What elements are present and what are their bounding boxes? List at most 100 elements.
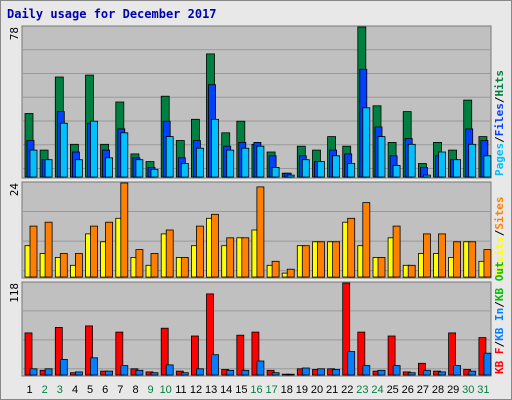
bar-kb_in-day-11: [180, 372, 189, 376]
bar-kb_in-day-8: [135, 369, 144, 376]
bar-kb_in-day-10: [165, 364, 174, 376]
day-label-17: 17: [265, 384, 277, 396]
bar-kb_in-day-21: [332, 369, 341, 376]
bar-pages-day-22: [347, 163, 356, 178]
bar-kb_in-day-13: [211, 354, 219, 376]
bar-pages-day-14: [226, 149, 235, 178]
bar-pages-day-20: [317, 161, 325, 178]
legend-separator: /: [493, 136, 506, 143]
legend-kb_in: KB In: [493, 308, 506, 341]
bar-kb_f-day-10: [160, 327, 169, 376]
day-label-26: 26: [402, 384, 414, 396]
legend-pages: Pages: [493, 143, 506, 176]
day-label-15: 15: [235, 384, 247, 396]
bar-sites-day-25: [392, 225, 401, 278]
bar-pages-day-25: [392, 165, 401, 178]
bar-sites-day-29: [453, 241, 462, 278]
bar-pages-day-4: [75, 159, 83, 178]
day-label-4: 4: [72, 384, 78, 396]
bar-pages-day-27: [422, 174, 431, 178]
day-label-12: 12: [190, 384, 202, 396]
legend-separator: /: [493, 229, 506, 236]
bar-sites-day-6: [105, 221, 113, 278]
bar-pages-day-8: [135, 159, 144, 178]
day-label-31: 31: [477, 384, 489, 396]
bar-kb_in-day-2: [44, 368, 53, 376]
bar-pages-day-15: [241, 147, 250, 178]
day-label-28: 28: [432, 384, 444, 396]
bar-pages-day-31: [483, 155, 492, 178]
legend-kb_out: KB Out: [493, 261, 506, 301]
bar-pages-day-1: [29, 149, 38, 178]
day-label-29: 29: [447, 384, 459, 396]
legend-kb_f: KB F: [493, 348, 506, 375]
bar-pages-day-13: [211, 118, 219, 178]
bar-sites-day-16: [256, 186, 265, 278]
bar-sites-day-11: [180, 256, 189, 278]
bar-sites-day-4: [75, 253, 83, 278]
day-label-8: 8: [132, 384, 138, 396]
legend-separator: /: [493, 96, 506, 103]
bar-kb_in-day-7: [120, 365, 129, 376]
bar-sites-day-18: [286, 268, 295, 278]
bar-pages-day-29: [453, 159, 462, 178]
bar-sites-day-7: [120, 182, 129, 278]
bar-kb_in-day-30: [468, 370, 477, 376]
bar-sites-day-13: [211, 213, 219, 278]
bar-sites-day-30: [468, 241, 477, 278]
bar-pages-day-28: [438, 151, 446, 178]
day-label-2: 2: [42, 384, 48, 396]
bar-sites-day-9: [150, 253, 159, 278]
day-label-13: 13: [205, 384, 217, 396]
bar-kb_in-day-29: [453, 365, 462, 376]
bar-sites-day-24: [377, 256, 386, 278]
legend-files: Files: [493, 103, 506, 136]
bar-kb_in-day-1: [29, 368, 38, 376]
day-label-25: 25: [387, 384, 399, 396]
legend-separator: /: [493, 341, 506, 348]
panel-kbytes-max-label: 118: [8, 283, 21, 303]
bar-kb_in-day-14: [226, 369, 235, 376]
bar-sites-day-17: [271, 260, 280, 278]
day-label-27: 27: [417, 384, 429, 396]
bar-sites-day-27: [422, 233, 431, 278]
bar-sites-day-31: [483, 249, 492, 278]
bar-kb_in-day-23: [362, 365, 371, 376]
bar-kb_in-day-12: [195, 368, 204, 376]
panel-visits-legend: Visits/Sites: [493, 197, 506, 277]
bar-kb_f-day-23: [357, 331, 366, 376]
bar-sites-day-19: [301, 245, 310, 278]
day-label-20: 20: [311, 384, 323, 396]
bar-kb_f-day-27: [417, 362, 426, 376]
bar-kb_in-day-6: [105, 370, 113, 376]
bar-kb_in-day-26: [407, 372, 416, 376]
day-label-16: 16: [250, 384, 262, 396]
bar-pages-day-6: [105, 157, 113, 178]
day-label-6: 6: [102, 384, 108, 396]
bar-sites-day-21: [332, 241, 341, 278]
bar-kb_f-day-3: [54, 326, 63, 376]
bar-sites-day-14: [226, 237, 235, 278]
bar-pages-day-26: [407, 143, 416, 178]
bar-pages-day-24: [377, 136, 386, 178]
legend-visits: Visits: [493, 236, 506, 276]
bar-sites-day-2: [44, 221, 53, 278]
bar-kb_in-day-31: [483, 352, 492, 376]
bar-kb_in-day-3: [59, 358, 68, 376]
bar-pages-day-30: [468, 143, 477, 178]
bar-pages-day-11: [180, 163, 189, 178]
bar-kb_in-day-16: [256, 360, 265, 376]
bar-pages-day-9: [150, 168, 159, 178]
day-label-3: 3: [57, 384, 63, 396]
bar-pages-day-3: [59, 122, 68, 178]
bar-kb_in-day-28: [438, 371, 446, 376]
bar-kb_in-day-4: [75, 371, 83, 376]
day-label-23: 23: [356, 384, 368, 396]
bar-sites-day-26: [407, 264, 416, 278]
bar-kb_f-day-22: [342, 282, 351, 376]
chart-title: Daily usage for December 2017: [7, 7, 217, 21]
day-label-7: 7: [117, 384, 123, 396]
bar-pages-day-17: [271, 166, 280, 178]
bar-sites-day-8: [135, 249, 144, 278]
day-label-5: 5: [87, 384, 93, 396]
